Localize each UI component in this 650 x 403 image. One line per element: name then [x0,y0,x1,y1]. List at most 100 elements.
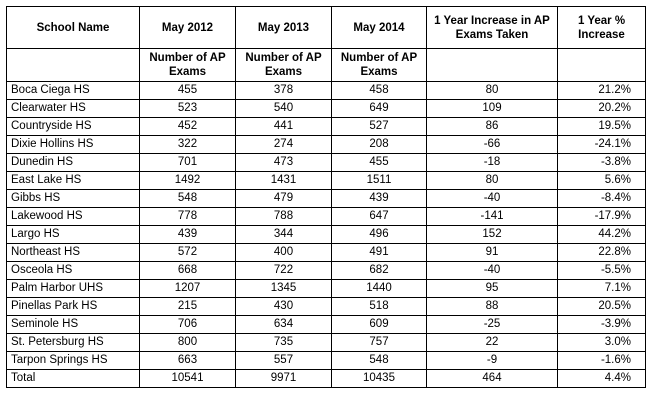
table-row: Lakewood HS 778 788 647 -141 -17.9% [6,207,646,226]
school-name-cell: Dunedin HS [6,153,140,172]
school-name-cell: Clearwater HS [6,99,140,118]
table-row: Clearwater HS 523 540 649 109 20.2% [6,99,646,118]
increase-cell: -40 [426,189,558,208]
pct-increase-cell: -1.6% [557,351,646,370]
header-may-2012: May 2012 [139,6,236,49]
may-2013-cell: 735 [235,333,332,352]
total-2014: 10435 [331,369,427,388]
table-row: St. Petersburg HS 800 735 757 22 3.0% [6,333,646,352]
table-row: Gibbs HS 548 479 439 -40 -8.4% [6,189,646,208]
pct-increase-cell: 44.2% [557,225,646,244]
table-row: Countryside HS 452 441 527 86 19.5% [6,117,646,136]
total-increase: 464 [426,369,558,388]
pct-increase-cell: -3.9% [557,315,646,334]
may-2014-cell: 609 [331,315,427,334]
pct-increase-cell: -5.5% [557,261,646,280]
pct-increase-cell: -3.8% [557,153,646,172]
may-2013-cell: 634 [235,315,332,334]
may-2014-cell: 1511 [331,171,427,190]
increase-cell: 91 [426,243,558,262]
header-one-year-increase: 1 Year Increase in AP Exams Taken [426,6,558,49]
may-2013-cell: 722 [235,261,332,280]
may-2013-cell: 1431 [235,171,332,190]
may-2013-cell: 344 [235,225,332,244]
may-2013-cell: 557 [235,351,332,370]
increase-cell: -18 [426,153,558,172]
pct-increase-cell: 5.6% [557,171,646,190]
may-2013-cell: 430 [235,297,332,316]
may-2012-cell: 215 [139,297,236,316]
may-2012-cell: 455 [139,81,236,100]
may-2014-cell: 1440 [331,279,427,298]
pct-increase-cell: -8.4% [557,189,646,208]
increase-cell: 80 [426,171,558,190]
may-2014-cell: 496 [331,225,427,244]
pct-increase-cell: -17.9% [557,207,646,226]
school-name-cell: St. Petersburg HS [6,333,140,352]
may-2013-cell: 274 [235,135,332,154]
may-2013-cell: 441 [235,117,332,136]
may-2013-cell: 473 [235,153,332,172]
may-2013-cell: 400 [235,243,332,262]
increase-cell: 95 [426,279,558,298]
table-row: Palm Harbor UHS 1207 1345 1440 95 7.1% [6,279,646,298]
may-2012-cell: 572 [139,243,236,262]
school-name-cell: Countryside HS [6,117,140,136]
ap-exams-table: School Name May 2012 May 2013 May 2014 1… [6,6,646,388]
may-2014-cell: 757 [331,333,427,352]
may-2014-cell: 439 [331,189,427,208]
total-2012: 10541 [139,369,236,388]
increase-cell: -25 [426,315,558,334]
may-2012-cell: 800 [139,333,236,352]
school-name-cell: Osceola HS [6,261,140,280]
may-2012-cell: 668 [139,261,236,280]
may-2012-cell: 1207 [139,279,236,298]
increase-cell: 22 [426,333,558,352]
table-row: Osceola HS 668 722 682 -40 -5.5% [6,261,646,280]
table-row: Largo HS 439 344 496 152 44.2% [6,225,646,244]
school-name-cell: Seminole HS [6,315,140,334]
table-row: Tarpon Springs HS 663 557 548 -9 -1.6% [6,351,646,370]
school-name-cell: Boca Ciega HS [6,81,140,100]
total-2013: 9971 [235,369,332,388]
increase-cell: -9 [426,351,558,370]
table-row: Boca Ciega HS 455 378 458 80 21.2% [6,81,646,100]
may-2012-cell: 452 [139,117,236,136]
total-label: Total [6,369,140,388]
may-2012-cell: 663 [139,351,236,370]
total-pct-increase: 4.4% [557,369,646,388]
school-name-cell: Pinellas Park HS [6,297,140,316]
may-2014-cell: 458 [331,81,427,100]
increase-cell: -40 [426,261,558,280]
may-2013-cell: 788 [235,207,332,226]
may-2014-cell: 527 [331,117,427,136]
subheader-may-2012: Number of AP Exams [139,48,236,82]
increase-cell: 88 [426,297,558,316]
header-school-name: School Name [6,6,140,49]
pct-increase-cell: 20.5% [557,297,646,316]
header-may-2014: May 2014 [331,6,427,49]
may-2014-cell: 491 [331,243,427,262]
pct-increase-cell: 21.2% [557,81,646,100]
may-2012-cell: 706 [139,315,236,334]
school-name-cell: Dixie Hollins HS [6,135,140,154]
may-2012-cell: 778 [139,207,236,226]
school-name-cell: Tarpon Springs HS [6,351,140,370]
pct-increase-cell: 22.8% [557,243,646,262]
pct-increase-cell: 7.1% [557,279,646,298]
table-row: Seminole HS 706 634 609 -25 -3.9% [6,315,646,334]
increase-cell: 152 [426,225,558,244]
may-2014-cell: 518 [331,297,427,316]
school-name-cell: East Lake HS [6,171,140,190]
may-2014-cell: 208 [331,135,427,154]
may-2012-cell: 701 [139,153,236,172]
may-2014-cell: 455 [331,153,427,172]
may-2014-cell: 647 [331,207,427,226]
table-body: Boca Ciega HS 455 378 458 80 21.2% Clearwater … [6,81,646,370]
may-2014-cell: 682 [331,261,427,280]
may-2013-cell: 479 [235,189,332,208]
school-name-cell: Lakewood HS [6,207,140,226]
subheader-may-2014: Number of AP Exams [331,48,427,82]
increase-cell: 80 [426,81,558,100]
table-row: Dixie Hollins HS 322 274 208 -66 -24.1% [6,135,646,154]
